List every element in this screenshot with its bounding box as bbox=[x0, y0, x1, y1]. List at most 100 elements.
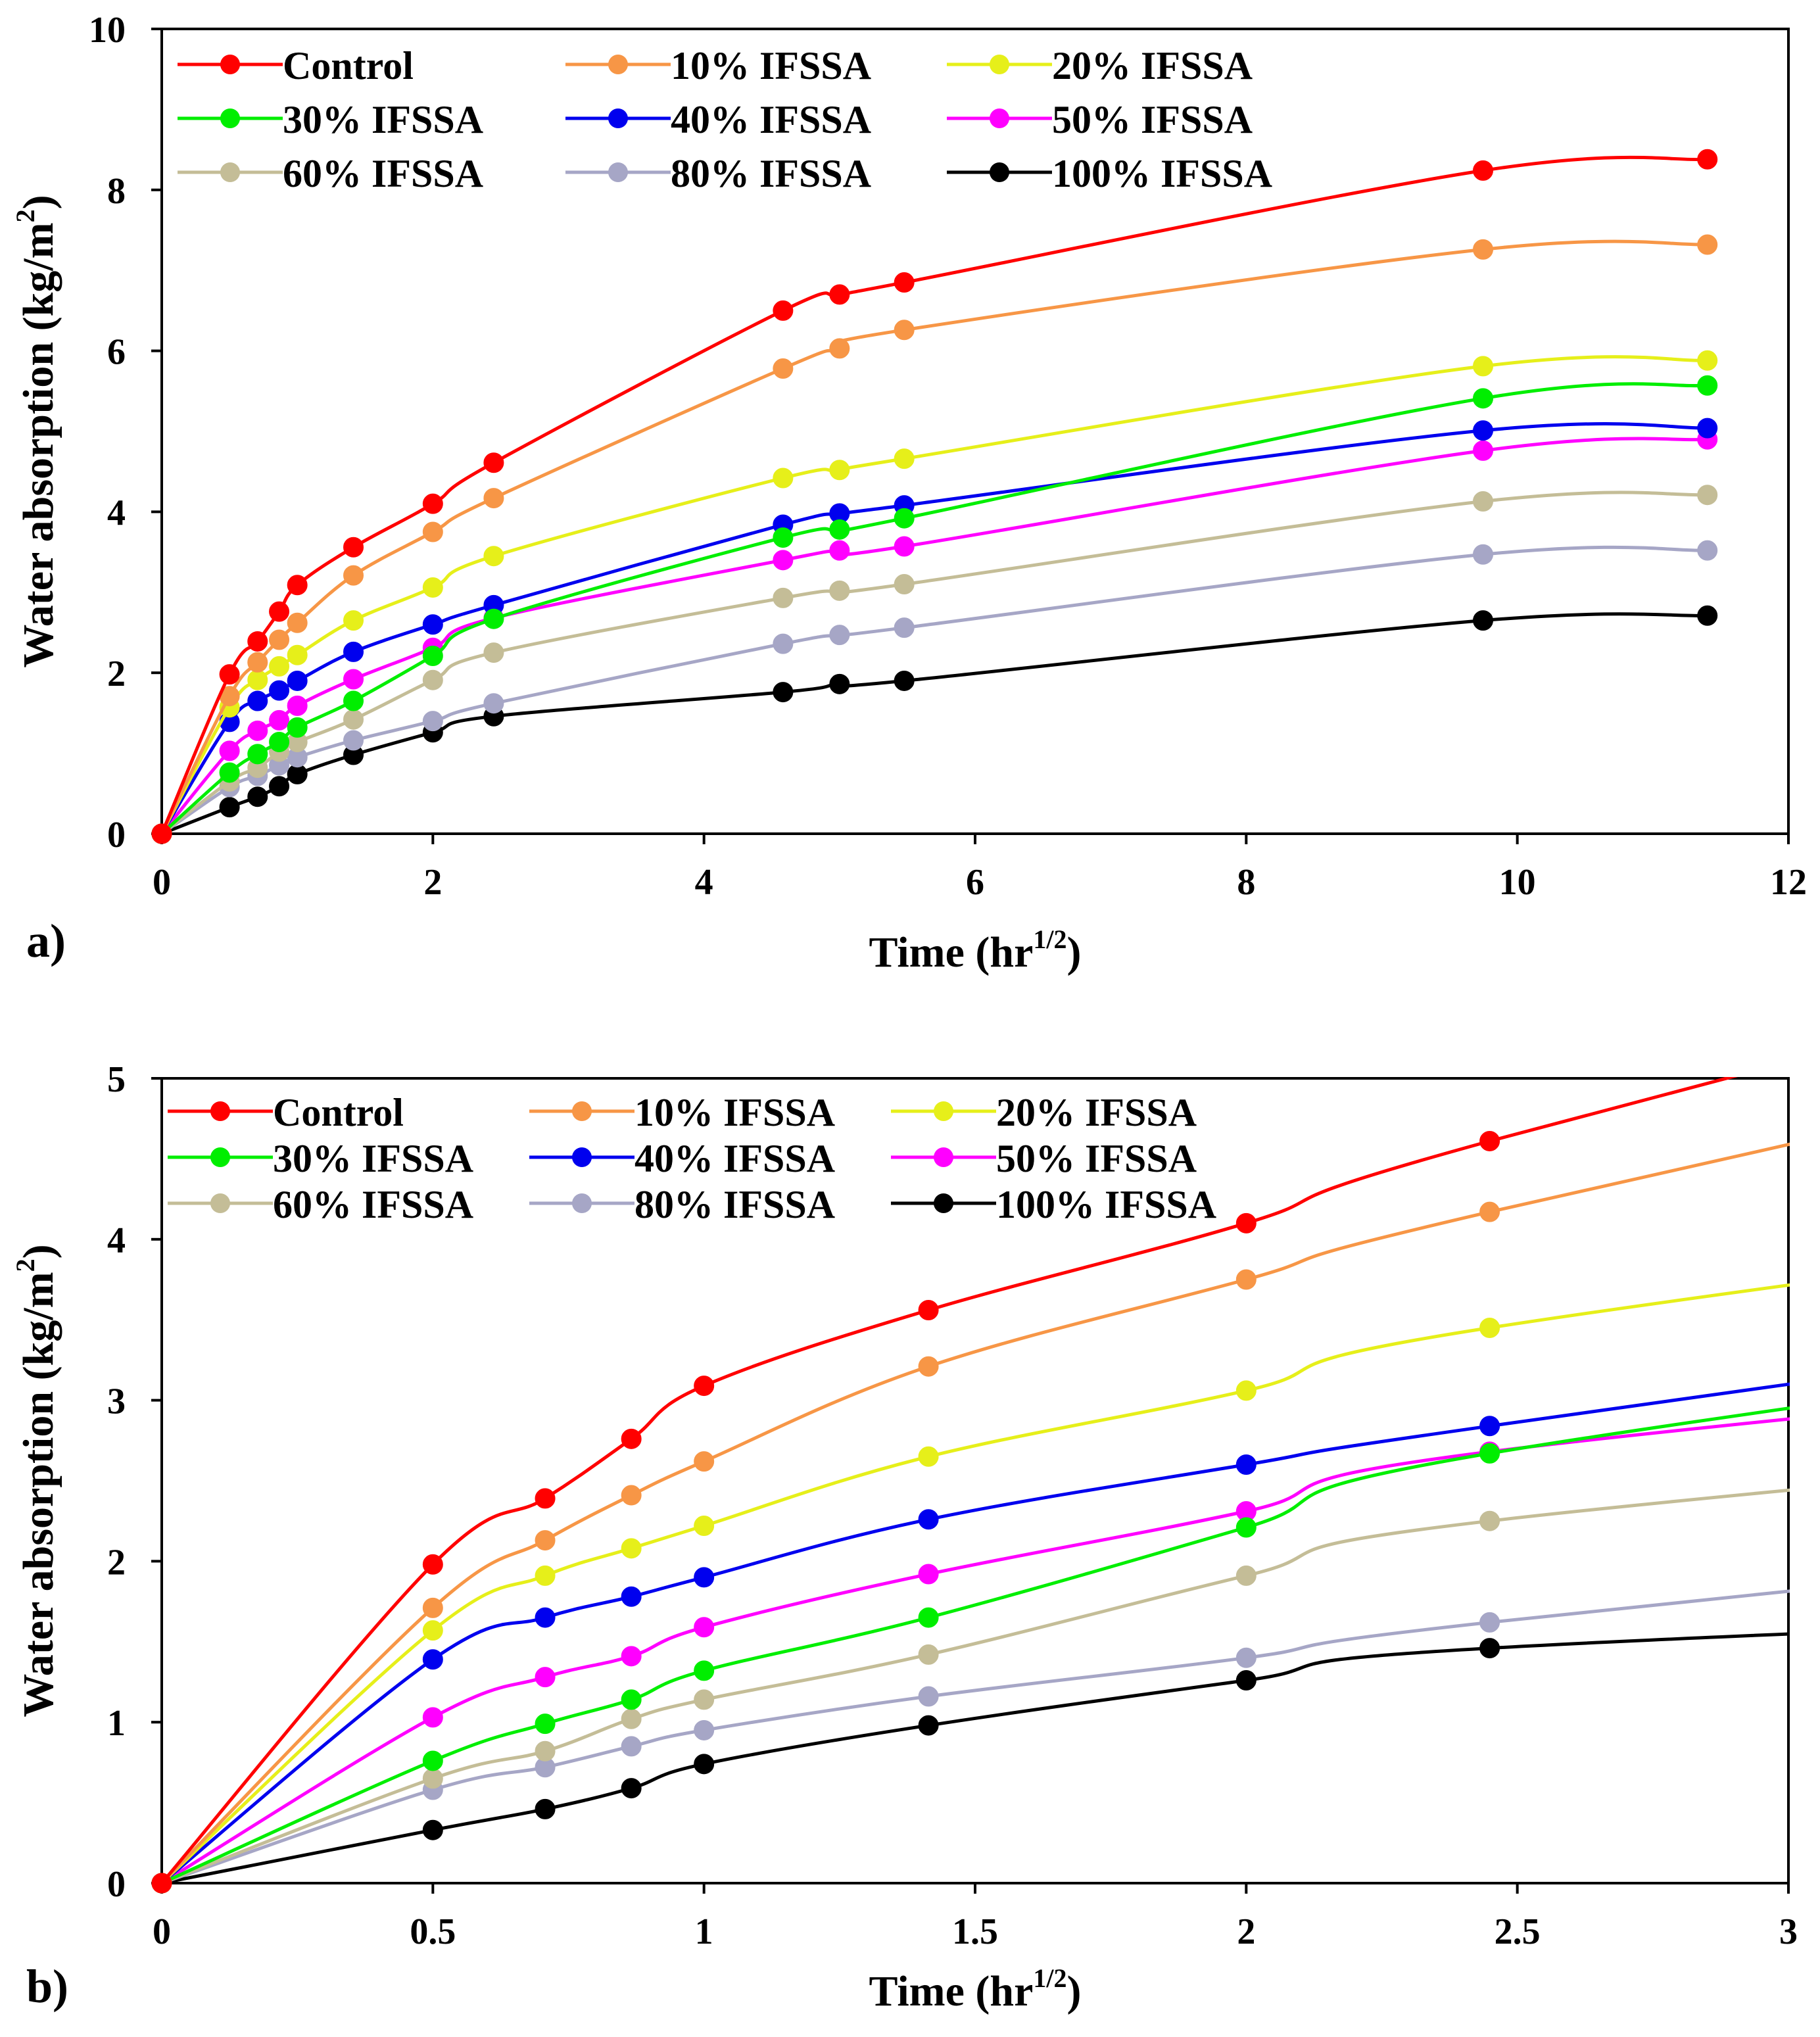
data-point bbox=[483, 642, 504, 663]
data-point bbox=[694, 1689, 715, 1710]
legend-item: 50% IFSSA bbox=[891, 1137, 1197, 1180]
data-point bbox=[621, 1689, 642, 1710]
legend-swatch-marker bbox=[572, 1101, 592, 1121]
y-tick-label: 1 bbox=[107, 1703, 126, 1744]
data-point bbox=[422, 1707, 443, 1728]
data-point bbox=[219, 797, 240, 818]
x-tick-label: 6 bbox=[966, 862, 984, 903]
data-point bbox=[422, 493, 443, 514]
legend-swatch-marker bbox=[210, 1193, 230, 1213]
legend-item: Control bbox=[178, 44, 414, 87]
legend-item: 50% IFSSA bbox=[947, 98, 1253, 141]
legend-swatch-marker bbox=[210, 1147, 230, 1167]
data-point bbox=[1697, 418, 1718, 439]
data-point bbox=[621, 1708, 642, 1729]
data-point bbox=[1479, 1130, 1500, 1151]
data-point bbox=[269, 680, 290, 701]
data-point bbox=[621, 1428, 642, 1449]
legend-swatch-marker bbox=[934, 1101, 953, 1121]
data-point bbox=[483, 488, 504, 509]
data-point bbox=[1235, 1380, 1257, 1401]
data-point bbox=[918, 1356, 939, 1377]
series-line bbox=[161, 1632, 1790, 1885]
y-tick-label: 6 bbox=[107, 332, 126, 373]
legend-label: 10% IFSSA bbox=[635, 1091, 835, 1134]
data-point bbox=[773, 587, 794, 608]
x-tick-label: 2 bbox=[1237, 1911, 1255, 1952]
data-point bbox=[535, 1607, 556, 1628]
data-point bbox=[829, 540, 850, 561]
data-point bbox=[829, 338, 850, 359]
data-point bbox=[621, 1586, 642, 1607]
y-tick-label: 3 bbox=[107, 1381, 126, 1422]
data-point bbox=[247, 631, 268, 652]
x-axis-title: Time (hr1/2) bbox=[869, 1963, 1081, 2015]
data-point bbox=[343, 565, 364, 586]
data-point bbox=[829, 519, 850, 540]
data-point bbox=[1479, 1201, 1500, 1222]
data-point bbox=[694, 1719, 715, 1740]
data-point bbox=[269, 601, 290, 622]
data-point bbox=[829, 580, 850, 601]
data-point bbox=[1235, 1565, 1257, 1586]
data-point bbox=[1473, 388, 1494, 409]
x-tick-label: 0 bbox=[153, 862, 171, 903]
data-point bbox=[535, 1713, 556, 1735]
series-line bbox=[160, 239, 1708, 835]
data-point bbox=[287, 644, 308, 665]
data-point bbox=[535, 1798, 556, 1819]
data-point bbox=[829, 284, 850, 305]
data-point bbox=[694, 1660, 715, 1681]
legend-label: 20% IFSSA bbox=[1052, 44, 1253, 87]
data-point bbox=[483, 608, 504, 629]
legend-label: 30% IFSSA bbox=[273, 1137, 473, 1180]
legend-swatch-marker bbox=[990, 55, 1009, 74]
series-line bbox=[160, 545, 1708, 836]
legend-item: 80% IFSSA bbox=[529, 1183, 835, 1226]
data-point bbox=[1235, 1454, 1257, 1475]
panel-label: b) bbox=[26, 1960, 68, 2013]
data-point bbox=[1479, 1612, 1500, 1633]
series-group bbox=[151, 1077, 1790, 1894]
x-tick-label: 0 bbox=[153, 1911, 171, 1952]
data-point bbox=[621, 1736, 642, 1757]
y-axis-title: Water absorption (kg/m2) bbox=[11, 1244, 62, 1717]
data-point bbox=[1235, 1517, 1257, 1538]
data-point bbox=[535, 1488, 556, 1509]
data-point bbox=[1697, 485, 1718, 506]
data-point bbox=[287, 695, 308, 716]
data-point bbox=[621, 1485, 642, 1506]
data-point bbox=[269, 776, 290, 797]
x-tick-label: 4 bbox=[695, 862, 713, 903]
series-line bbox=[160, 421, 1708, 835]
data-point bbox=[1473, 544, 1494, 565]
legend-swatch-marker bbox=[572, 1193, 592, 1213]
series-line bbox=[161, 1488, 1790, 1885]
data-point bbox=[1235, 1212, 1257, 1234]
legend-label: 80% IFSSA bbox=[635, 1183, 835, 1226]
data-point bbox=[621, 1646, 642, 1667]
data-point bbox=[247, 669, 268, 690]
data-point bbox=[694, 1516, 715, 1537]
data-point bbox=[422, 1554, 443, 1575]
legend-label: 50% IFSSA bbox=[996, 1137, 1197, 1180]
data-point bbox=[894, 448, 915, 469]
data-point bbox=[694, 1567, 715, 1588]
legend-item: 60% IFSSA bbox=[178, 152, 483, 195]
data-point bbox=[918, 1446, 939, 1467]
legend-swatch-marker bbox=[934, 1147, 953, 1167]
data-point bbox=[1479, 1510, 1500, 1531]
data-point bbox=[287, 575, 308, 596]
data-point bbox=[829, 625, 850, 646]
y-tick-label: 0 bbox=[107, 815, 126, 855]
legend-swatch-marker bbox=[220, 108, 240, 128]
data-point bbox=[621, 1538, 642, 1559]
legend-label: 10% IFSSA bbox=[671, 44, 871, 87]
data-point bbox=[343, 730, 364, 751]
legend-label: 60% IFSSA bbox=[283, 152, 483, 195]
data-point bbox=[422, 669, 443, 690]
legend-label: Control bbox=[273, 1091, 404, 1134]
data-point bbox=[343, 537, 364, 558]
legend-item: 10% IFSSA bbox=[529, 1091, 835, 1134]
data-point bbox=[422, 1750, 443, 1771]
